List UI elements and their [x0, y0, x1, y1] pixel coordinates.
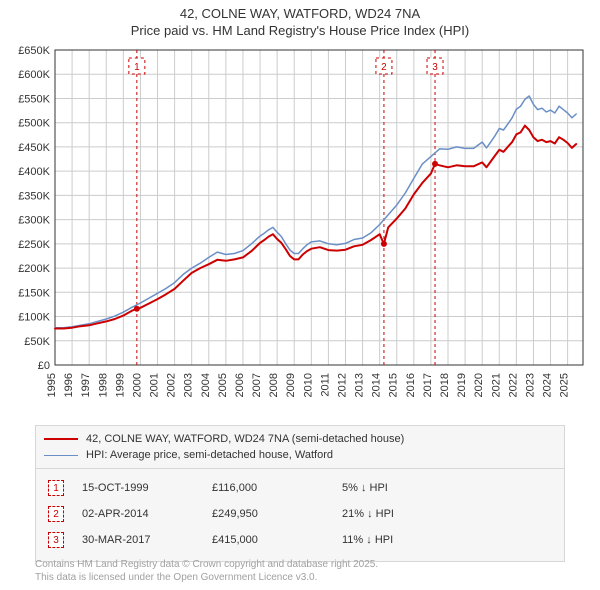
sale-row: 2 02-APR-2014 £249,950 21% ↓ HPI	[44, 501, 556, 527]
legend-row: 42, COLNE WAY, WATFORD, WD24 7NA (semi-d…	[44, 431, 556, 447]
svg-text:£300K: £300K	[18, 215, 50, 227]
sale-date: 15-OCT-1999	[82, 482, 212, 494]
svg-text:£100K: £100K	[18, 312, 50, 324]
svg-text:£250K: £250K	[18, 239, 50, 251]
legend-row: HPI: Average price, semi-detached house,…	[44, 447, 556, 463]
svg-text:2016: 2016	[405, 373, 417, 397]
svg-text:1999: 1999	[114, 373, 126, 397]
svg-text:2006: 2006	[234, 373, 246, 397]
svg-text:2014: 2014	[371, 373, 383, 397]
svg-text:2005: 2005	[217, 373, 229, 397]
svg-text:2025: 2025	[559, 373, 571, 397]
sale-price: £415,000	[212, 534, 342, 546]
svg-text:£600K: £600K	[18, 69, 50, 81]
sale-row: 1 15-OCT-1999 £116,000 5% ↓ HPI	[44, 475, 556, 501]
attribution-line-1: Contains HM Land Registry data © Crown c…	[35, 558, 565, 571]
svg-text:2015: 2015	[388, 373, 400, 397]
svg-text:£200K: £200K	[18, 263, 50, 275]
sale-marker: 2	[48, 506, 64, 522]
legend: 42, COLNE WAY, WATFORD, WD24 7NA (semi-d…	[35, 425, 565, 469]
sale-pct: 11% ↓ HPI	[342, 534, 482, 546]
svg-text:2017: 2017	[422, 373, 434, 397]
chart: £0 £50K £100K £150K £200K £250K £300K £350K £400…	[5, 44, 595, 419]
svg-text:1997: 1997	[80, 373, 92, 397]
figure-container: 42, COLNE WAY, WATFORD, WD24 7NA Price p…	[0, 0, 600, 590]
sale-marker: 1	[48, 480, 64, 496]
svg-text:2012: 2012	[336, 373, 348, 397]
legend-label: 42, COLNE WAY, WATFORD, WD24 7NA (semi-d…	[86, 433, 404, 445]
svg-text:1995: 1995	[46, 373, 58, 397]
chart-title: 42, COLNE WAY, WATFORD, WD24 7NA Price p…	[0, 0, 600, 40]
sale-marker: 3	[48, 532, 64, 548]
chart-svg: £0 £50K £100K £150K £200K £250K £300K £350K £400…	[5, 44, 595, 419]
svg-text:3: 3	[432, 62, 438, 73]
sale-row: 3 30-MAR-2017 £415,000 11% ↓ HPI	[44, 527, 556, 553]
sale-date: 30-MAR-2017	[82, 534, 212, 546]
svg-text:£50K: £50K	[24, 336, 50, 348]
svg-text:2019: 2019	[456, 373, 468, 397]
sale-price: £249,950	[212, 508, 342, 520]
svg-text:2020: 2020	[473, 373, 485, 397]
legend-swatch	[44, 455, 78, 456]
svg-text:2004: 2004	[200, 373, 212, 397]
svg-text:2007: 2007	[251, 373, 263, 397]
svg-text:1996: 1996	[63, 373, 75, 397]
svg-text:2023: 2023	[524, 373, 536, 397]
svg-text:2018: 2018	[439, 373, 451, 397]
sale-price: £116,000	[212, 482, 342, 494]
svg-text:£650K: £650K	[18, 45, 50, 57]
sales-table: 1 15-OCT-1999 £116,000 5% ↓ HPI 2 02-APR…	[35, 468, 565, 562]
svg-text:2003: 2003	[183, 373, 195, 397]
svg-text:£0: £0	[38, 360, 50, 372]
svg-text:2024: 2024	[542, 373, 554, 397]
svg-text:£150K: £150K	[18, 287, 50, 299]
svg-text:£400K: £400K	[18, 166, 50, 178]
sale-pct: 21% ↓ HPI	[342, 508, 482, 520]
svg-text:2: 2	[381, 62, 387, 73]
attribution-line-2: This data is licensed under the Open Gov…	[35, 571, 565, 584]
title-line-1: 42, COLNE WAY, WATFORD, WD24 7NA	[0, 6, 600, 23]
svg-text:2002: 2002	[166, 373, 178, 397]
title-line-2: Price paid vs. HM Land Registry's House …	[0, 23, 600, 40]
svg-text:£550K: £550K	[18, 93, 50, 105]
svg-text:£450K: £450K	[18, 142, 50, 154]
svg-text:2013: 2013	[354, 373, 366, 397]
svg-text:2011: 2011	[319, 373, 331, 397]
svg-text:2009: 2009	[285, 373, 297, 397]
legend-swatch	[44, 438, 78, 440]
legend-label: HPI: Average price, semi-detached house,…	[86, 449, 333, 461]
svg-text:2021: 2021	[490, 373, 502, 397]
svg-text:1: 1	[134, 62, 140, 73]
svg-text:2000: 2000	[131, 373, 143, 397]
attribution: Contains HM Land Registry data © Crown c…	[35, 558, 565, 584]
sale-pct: 5% ↓ HPI	[342, 482, 482, 494]
svg-text:£500K: £500K	[18, 118, 50, 130]
svg-text:2022: 2022	[507, 373, 519, 397]
svg-text:£350K: £350K	[18, 190, 50, 202]
svg-text:1998: 1998	[97, 373, 109, 397]
svg-text:2008: 2008	[268, 373, 280, 397]
sale-date: 02-APR-2014	[82, 508, 212, 520]
svg-text:2010: 2010	[302, 373, 314, 397]
svg-text:2001: 2001	[149, 373, 161, 397]
